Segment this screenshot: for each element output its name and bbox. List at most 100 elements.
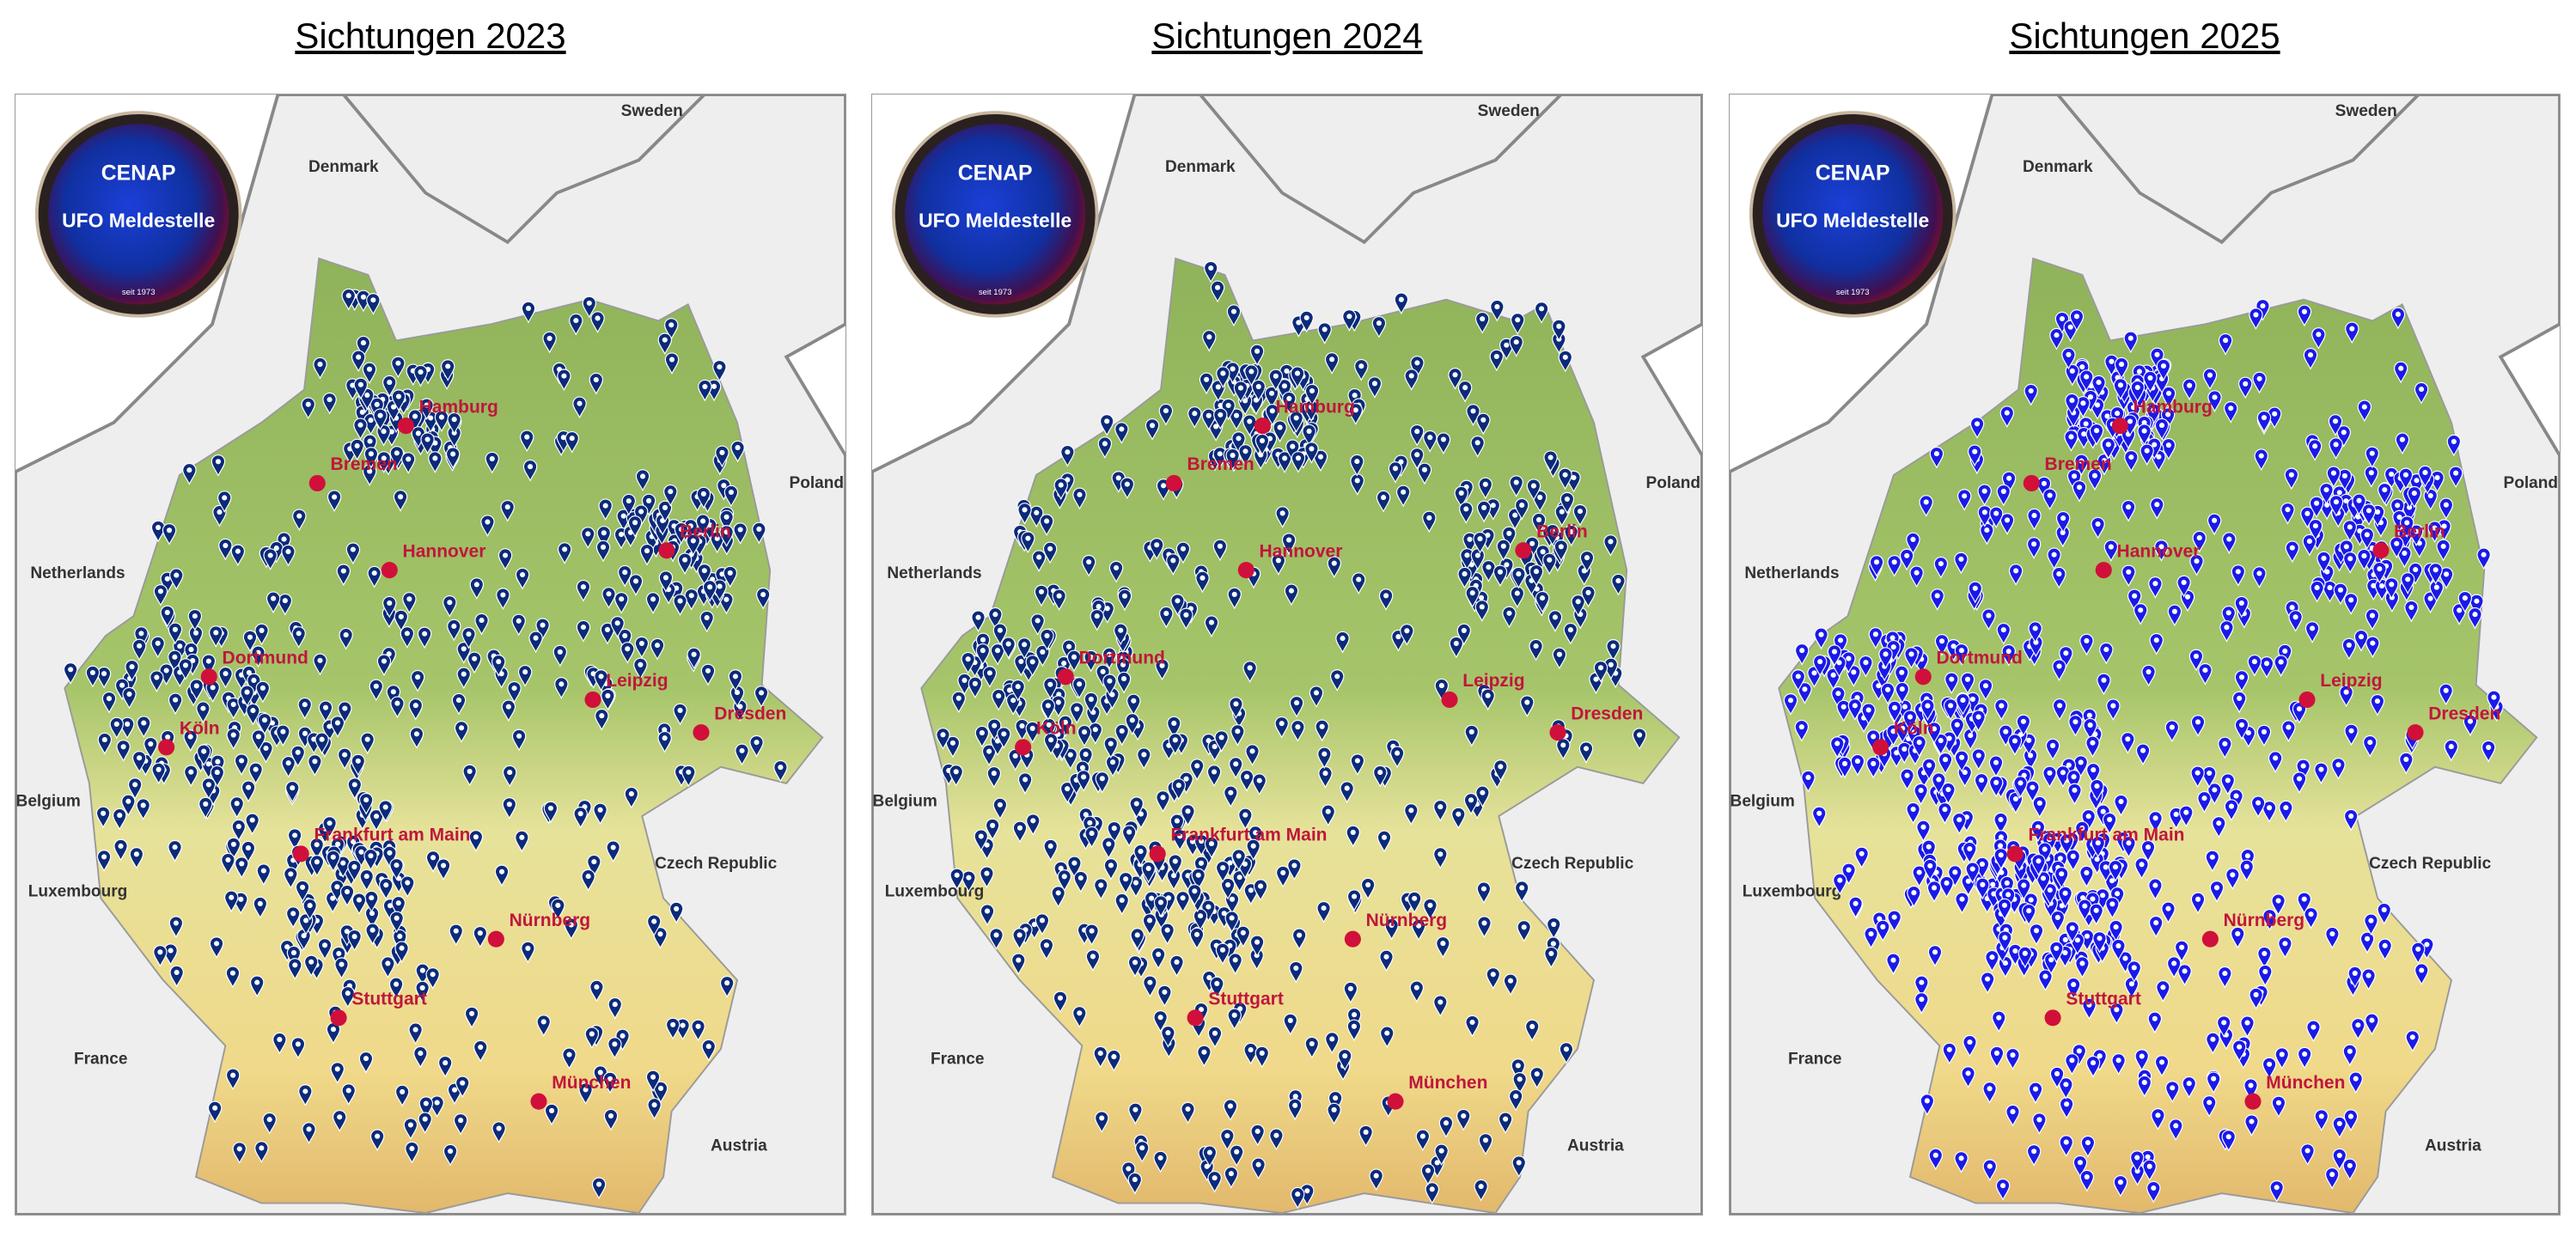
sighting-pin [1999, 513, 2015, 535]
pin-dot [419, 984, 425, 990]
pin-body [603, 1108, 619, 1131]
pin-dot [461, 671, 467, 677]
pin-dot [1340, 636, 1346, 642]
pin-body [2008, 564, 2024, 586]
sighting-pin [2365, 446, 2380, 469]
sighting-pin [2319, 483, 2334, 505]
sighting-pin [2348, 1071, 2363, 1094]
pin-body [150, 670, 164, 693]
sighting-pin [1232, 870, 1247, 893]
pin-dot [980, 648, 986, 654]
pin-dot [607, 1076, 613, 1082]
pin-dot [330, 895, 336, 901]
pin-body [521, 301, 536, 324]
sighting-pin [1128, 875, 1144, 899]
country-label: Belgium [873, 793, 937, 811]
pin-dot [205, 658, 211, 664]
pin-dot [344, 889, 351, 895]
pin-body [389, 857, 404, 881]
pin-body [602, 1071, 618, 1094]
pin-dot [1231, 591, 1237, 597]
pin-dot [354, 442, 360, 449]
sighting-pin [992, 623, 1008, 646]
sighting-pin [1210, 280, 1225, 303]
pin-dot [1413, 984, 1419, 990]
sighting-pin [334, 957, 349, 980]
pin-dot [2283, 805, 2289, 811]
pin-body [1273, 420, 1287, 443]
pin-body [364, 890, 379, 913]
pin-body [535, 618, 550, 641]
pin-body [645, 592, 661, 614]
pin-body [1433, 800, 1448, 822]
pin-dot [1993, 779, 1999, 785]
pin-dot [2194, 896, 2201, 902]
pin-dot [1498, 764, 1504, 770]
pin-dot [2474, 598, 2480, 604]
sighting-pin [285, 781, 300, 803]
pin-body [2052, 698, 2067, 721]
pin-dot [1006, 687, 1013, 693]
sighting-pin [500, 500, 515, 522]
pin-dot [953, 769, 959, 775]
pin-dot [383, 882, 389, 888]
pin-body [419, 398, 434, 421]
pin-body [2148, 878, 2163, 901]
pin-dot [707, 584, 713, 590]
sighting-pin [1980, 522, 1994, 545]
pin-body [1179, 607, 1193, 631]
sighting-pin [1251, 1157, 1266, 1180]
sighting-pin [600, 622, 615, 645]
pin-dot [1193, 931, 1200, 937]
sighting-pin [1115, 657, 1131, 680]
sighting-pin [980, 866, 994, 889]
pin-dot [203, 801, 209, 807]
pin-dot [239, 861, 245, 867]
sighting-pin [2097, 454, 2112, 476]
pin-body [2001, 644, 2016, 667]
pin-body [992, 623, 1008, 646]
pin-body [288, 958, 302, 980]
sighting-pin [2066, 977, 2081, 1000]
pin-dot [1309, 1040, 1315, 1047]
pin-body [405, 1141, 419, 1164]
pin-dot [1230, 366, 1236, 372]
pin-body [2337, 468, 2353, 491]
sighting-pin [1102, 837, 1116, 860]
sighting-pin [2123, 331, 2138, 354]
pin-dot [1114, 564, 1120, 571]
pin-dot [569, 436, 575, 442]
pin-dot [2165, 411, 2171, 417]
pin-dot [632, 520, 638, 526]
pin-dot [1286, 395, 1292, 402]
sighting-pin [1848, 896, 1863, 919]
pin-body [1850, 753, 1865, 777]
sighting-pin [515, 567, 530, 590]
sighting-pin [2439, 683, 2453, 706]
pin-body [2064, 430, 2079, 452]
sighting-pin [2408, 562, 2423, 585]
sighting-pin [936, 728, 950, 750]
pin-dot [1354, 758, 1360, 764]
pin-body [699, 610, 714, 633]
sighting-pin [168, 916, 184, 939]
pin-body [607, 1037, 622, 1059]
pin-body [2189, 554, 2204, 576]
sighting-pin [461, 627, 476, 649]
pin-body [85, 665, 101, 688]
pin-dot [1225, 881, 1231, 888]
pin-dot [1180, 895, 1186, 901]
pin-body [2150, 497, 2164, 520]
pin-dot [2267, 805, 2273, 811]
pin-dot [2301, 308, 2307, 314]
sighting-pin [699, 610, 714, 633]
city-dot [397, 417, 414, 435]
sighting-pin [1236, 925, 1251, 948]
sighting-pin [2008, 564, 2024, 586]
pin-dot [2248, 1082, 2254, 1088]
pin-dot [1284, 368, 1290, 374]
pin-body [1231, 431, 1246, 454]
sighting-pin [168, 839, 182, 862]
pin-dot [2000, 627, 2006, 633]
sighting-pin [462, 764, 477, 787]
